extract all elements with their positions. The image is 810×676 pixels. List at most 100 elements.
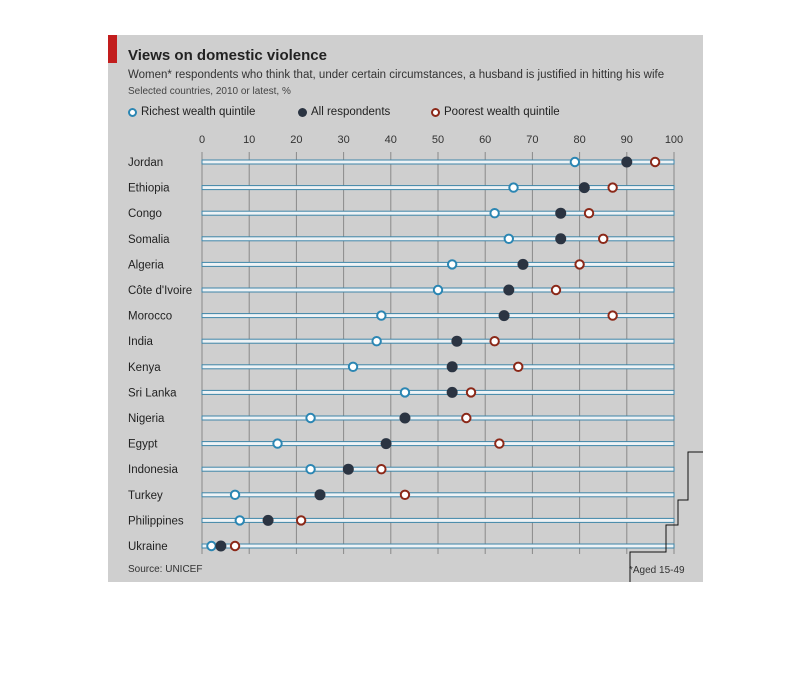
row-track-morocco: [201, 313, 675, 319]
marker-poorest-morocco: [607, 310, 618, 321]
category-label-philippines: Philippines: [128, 515, 184, 527]
marker-poorest-indonesia: [376, 464, 387, 475]
marker-poorest-ukraine: [229, 540, 241, 552]
marker-richest-ukraine: [206, 540, 217, 552]
legend-swatch-poorest: [431, 107, 440, 117]
marker-poorest-congo: [583, 208, 595, 219]
footnote: *Aged 15-49: [629, 565, 685, 576]
category-label-india: India: [128, 336, 154, 348]
marker-all-nigeria: [399, 412, 411, 424]
category-label-algeria: Algeria: [128, 259, 164, 271]
x-tick-label-90: 90: [621, 134, 633, 146]
marker-all-jordan: [621, 156, 633, 168]
row-track-jordan: [201, 159, 675, 165]
marker-all-morocco: [498, 310, 510, 322]
marker-richest-indonesia: [305, 464, 316, 475]
category-label-egypt: Egypt: [128, 439, 158, 451]
x-tick-label-0: 0: [199, 134, 205, 146]
row-track-philippines: [201, 517, 675, 523]
marker-poorest-jordan: [649, 156, 661, 168]
row-track-kenya: [201, 364, 675, 370]
x-tick-label-100: 100: [665, 134, 683, 146]
marker-poorest-turkey: [399, 489, 411, 500]
chart-subtitle: Women* respondents who think that, under…: [128, 69, 665, 81]
marker-all-india: [451, 335, 463, 347]
marker-richest-turkey: [229, 489, 241, 500]
marker-richest-philippines: [234, 515, 245, 526]
marker-richest-kenya: [347, 361, 359, 372]
row-track-ethiopia: [201, 185, 675, 191]
marker-richest-jordan: [569, 156, 581, 168]
marker-poorest-sri-lanka: [465, 387, 477, 398]
category-label-nigeria: Nigeria: [128, 413, 165, 425]
marker-poorest-kenya: [513, 361, 524, 372]
marker-poorest-philippines: [295, 515, 307, 526]
legend-item-richest: Richest wealth quintile: [128, 106, 255, 118]
row-track-nigeria: [201, 415, 675, 421]
row-track-sri-lanka: [201, 389, 675, 395]
category-label-turkey: Turkey: [128, 490, 163, 502]
x-tick-label-80: 80: [573, 134, 585, 146]
marker-poorest-nigeria: [461, 412, 472, 424]
marker-poorest-egypt: [494, 438, 505, 449]
row-track-egypt: [201, 441, 675, 447]
red-accent-bar: [108, 35, 117, 63]
row-track-india: [201, 338, 675, 344]
marker-all-sri-lanka: [446, 386, 458, 398]
marker-richest-algeria: [446, 259, 458, 270]
category-label-somalia: Somalia: [128, 234, 170, 246]
marker-all-turkey: [314, 489, 326, 501]
marker-poorest-india: [489, 336, 500, 347]
marker-all-c-te-d-ivoire: [503, 284, 515, 296]
marker-richest-india: [371, 336, 382, 347]
marker-poorest-c-te-d-ivoire: [550, 284, 562, 296]
legend-swatch-richest: [128, 107, 137, 117]
marker-poorest-somalia: [598, 233, 609, 245]
row-track-turkey: [201, 492, 675, 498]
x-tick-label-70: 70: [526, 134, 538, 146]
marker-richest-c-te-d-ivoire: [432, 284, 444, 296]
marker-richest-nigeria: [305, 412, 316, 424]
marker-poorest-algeria: [574, 259, 585, 270]
x-tick-label-40: 40: [385, 134, 397, 146]
legend-item-poorest: Poorest wealth quintile: [431, 106, 560, 118]
row-track-congo: [201, 210, 675, 216]
marker-richest-ethiopia: [508, 182, 519, 193]
category-label-c-te-d-ivoire: Côte d'Ivoire: [128, 285, 192, 297]
marker-all-indonesia: [342, 463, 354, 475]
row-track-indonesia: [201, 466, 675, 472]
legend-item-all: All respondents: [298, 106, 390, 118]
marker-richest-morocco: [376, 310, 387, 321]
marker-richest-sri-lanka: [399, 387, 411, 398]
x-tick-label-20: 20: [290, 134, 302, 146]
category-label-congo: Congo: [128, 208, 162, 220]
x-tick-label-60: 60: [479, 134, 491, 146]
source-note: Source: UNICEF: [128, 564, 203, 575]
category-label-ukraine: Ukraine: [128, 541, 168, 553]
marker-poorest-ethiopia: [607, 182, 618, 193]
chart-subsubtitle: Selected countries, 2010 or latest, %: [128, 86, 291, 97]
row-track-somalia: [201, 236, 675, 242]
marker-richest-somalia: [503, 233, 514, 245]
legend-label-richest: Richest wealth quintile: [141, 106, 256, 118]
category-label-kenya: Kenya: [128, 362, 161, 374]
marker-all-kenya: [446, 361, 458, 373]
marker-all-algeria: [517, 258, 529, 270]
legend-label-poorest: Poorest wealth quintile: [444, 106, 560, 118]
marker-all-ethiopia: [578, 182, 590, 194]
marker-all-congo: [555, 207, 567, 219]
x-tick-label-30: 30: [337, 134, 349, 146]
row-track-ukraine: [201, 543, 675, 549]
marker-all-ukraine: [215, 540, 227, 552]
marker-richest-egypt: [272, 438, 283, 449]
legend-label-all: All respondents: [311, 106, 391, 118]
chart-title: Views on domestic violence: [128, 47, 327, 64]
category-label-jordan: Jordan: [128, 157, 163, 169]
x-tick-label-10: 10: [243, 134, 255, 146]
legend-swatch-all: [298, 107, 307, 117]
x-tick-label-50: 50: [432, 134, 444, 146]
category-label-morocco: Morocco: [128, 311, 172, 323]
step-outline: [629, 451, 703, 582]
marker-all-philippines: [262, 514, 274, 526]
